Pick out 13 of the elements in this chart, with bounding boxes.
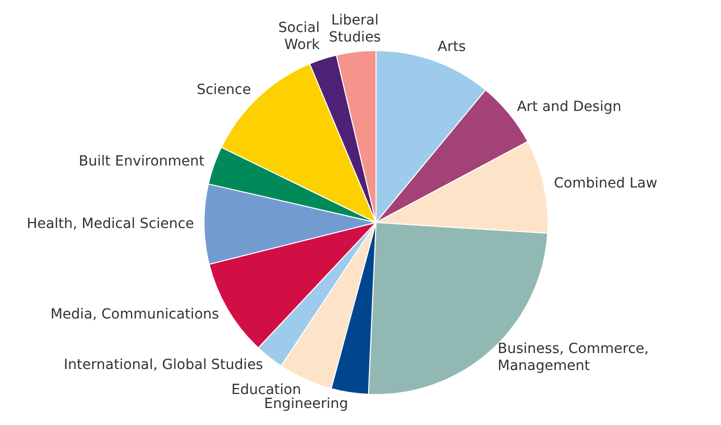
slice-label: International, Global Studies: [64, 356, 264, 373]
slice-label: Arts: [438, 38, 466, 55]
slice-label: Built Environment: [78, 154, 205, 170]
slice-label: Combined Law: [554, 176, 658, 192]
slice-label: Education: [231, 382, 302, 398]
slice-label: Liberal Studies: [328, 12, 381, 46]
slice-label: Art and Design: [516, 99, 622, 116]
slice-label: Health, Medical Science: [26, 216, 194, 232]
slice-label: Social Work: [278, 20, 321, 54]
slice-label: Media, Communications: [50, 306, 220, 322]
slice-label: Business, Commerce, Management: [498, 341, 649, 374]
slice-label: Engineering: [264, 396, 348, 412]
slice-label: Science: [196, 82, 251, 98]
